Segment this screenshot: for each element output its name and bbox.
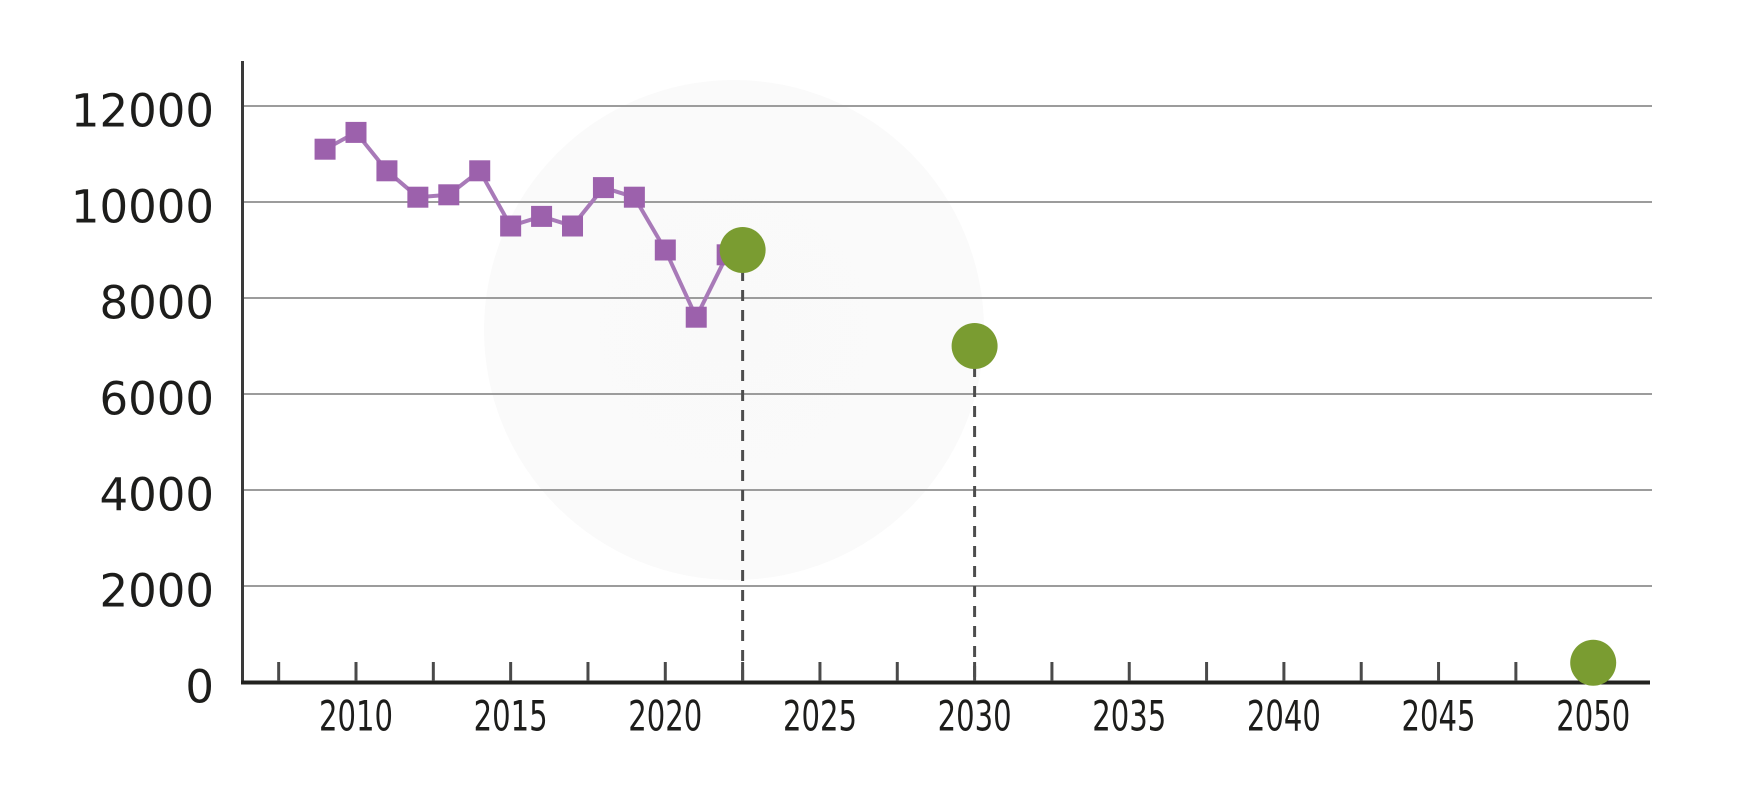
x-tick-label: 2010: [319, 692, 393, 741]
historical-marker-square: [376, 160, 398, 182]
y-tick-label: 4000: [99, 469, 214, 522]
projection-target-dot: [951, 323, 998, 369]
historical-marker-square: [592, 177, 614, 199]
historical-marker-square: [623, 186, 645, 208]
x-tick-label: 2040: [1247, 692, 1321, 741]
historical-marker-square: [531, 205, 553, 227]
x-tick-label: 2050: [1556, 692, 1630, 741]
historical-marker-square: [469, 160, 491, 182]
historical-marker-square: [314, 138, 336, 160]
x-tick-label: 2020: [628, 692, 702, 741]
historical-marker-square: [500, 215, 522, 237]
historical-series-line: [324, 129, 729, 322]
x-tick-label: 2025: [783, 692, 857, 741]
historical-marker-square: [685, 306, 707, 328]
historical-marker-square: [438, 184, 460, 206]
x-tick-label: 2015: [474, 692, 548, 741]
y-tick-label: 12000: [71, 85, 214, 138]
x-tick-label: 2035: [1092, 692, 1166, 741]
x-tick-label: 2030: [938, 692, 1012, 741]
historical-marker-square: [654, 239, 676, 261]
y-tick-label: 6000: [99, 373, 214, 426]
y-tick-label: 2000: [99, 565, 214, 618]
projection-target-dot: [719, 227, 766, 273]
projection-target-dot: [1570, 639, 1617, 686]
historical-marker-square: [345, 121, 367, 143]
historical-marker-square: [407, 186, 429, 208]
x-tick-label: 2045: [1402, 692, 1476, 741]
y-tick-label: 8000: [99, 277, 214, 330]
historical-marker-square: [562, 215, 584, 237]
y-tick-label: 10000: [71, 181, 214, 234]
y-tick-label: 0: [185, 661, 214, 714]
